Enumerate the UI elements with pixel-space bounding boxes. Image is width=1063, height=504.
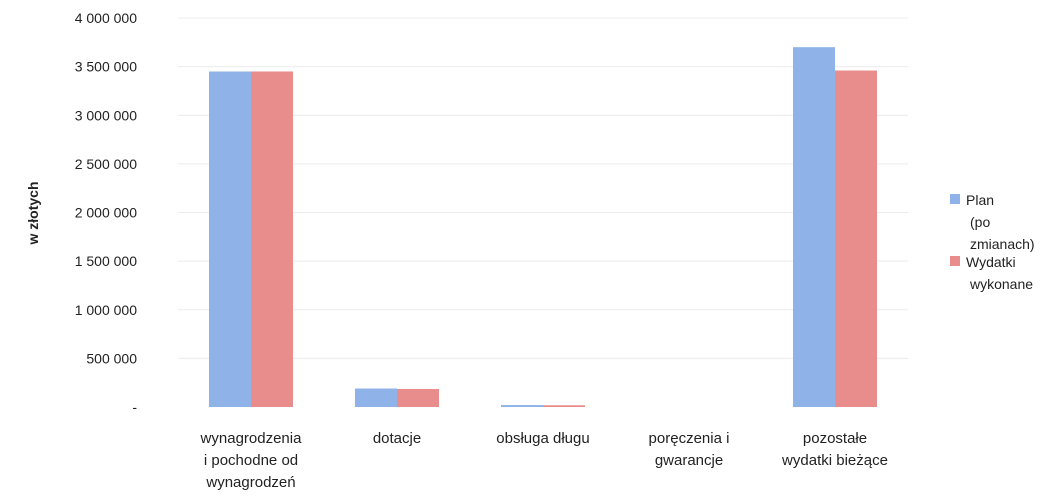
x-tick-label: obsługa długu bbox=[496, 430, 589, 447]
x-tick-label: dotacje bbox=[373, 430, 421, 447]
x-tick-label: i pochodne od bbox=[204, 452, 298, 469]
y-axis-ticks: - 500 000 1 000 000 1 500 000 2 000 000 2 500… bbox=[75, 10, 138, 415]
y-tick-label: 4 000 000 bbox=[75, 10, 137, 26]
y-tick-label: - bbox=[132, 399, 137, 415]
y-tick-label: 2 000 000 bbox=[75, 205, 137, 221]
y-tick-label: 2 500 000 bbox=[75, 156, 137, 172]
y-tick-label: 1 500 000 bbox=[75, 253, 137, 269]
x-tick-label: wynagrodzeń bbox=[205, 474, 295, 491]
bar-series-0-cat-0 bbox=[209, 71, 251, 408]
x-tick-label: poręczenia i bbox=[649, 430, 730, 447]
legend-label: Wydatki bbox=[966, 254, 1016, 270]
bar-series-1-cat-2 bbox=[543, 405, 585, 407]
y-tick-label: 500 000 bbox=[86, 350, 137, 366]
x-tick-label: gwarancje bbox=[655, 452, 723, 469]
y-tick-label: 3 500 000 bbox=[75, 59, 137, 75]
x-tick-label: wydatki bieżące bbox=[781, 452, 888, 469]
bar-series-0-cat-1 bbox=[355, 388, 397, 407]
bar-series-1-cat-1 bbox=[397, 389, 439, 407]
bar-series-1-cat-0 bbox=[251, 71, 293, 408]
y-axis-label: w złotych bbox=[25, 181, 41, 245]
x-tick-label: pozostałe bbox=[803, 430, 867, 447]
x-axis-ticks: wynagrodzenia i pochodne od wynagrodzeń dot… bbox=[200, 430, 888, 491]
legend-label: Plan bbox=[966, 192, 994, 208]
legend-label: zmianach) bbox=[970, 236, 1035, 252]
legend-swatch bbox=[950, 256, 960, 266]
legend-label: wykonane bbox=[969, 276, 1033, 292]
bars bbox=[209, 47, 877, 408]
x-tick-label: wynagrodzenia bbox=[200, 430, 303, 447]
y-tick-label: 3 000 000 bbox=[75, 107, 137, 123]
legend: Plan (po zmianach) Wydatki wykonane bbox=[950, 192, 1035, 292]
legend-swatch bbox=[950, 194, 960, 204]
bar-series-0-cat-4 bbox=[793, 47, 835, 408]
bar-series-0-cat-2 bbox=[501, 405, 543, 407]
bar-series-1-cat-4 bbox=[835, 70, 877, 407]
grid bbox=[178, 17, 908, 359]
legend-label: (po bbox=[970, 214, 990, 230]
y-tick-label: 1 000 000 bbox=[75, 302, 137, 318]
